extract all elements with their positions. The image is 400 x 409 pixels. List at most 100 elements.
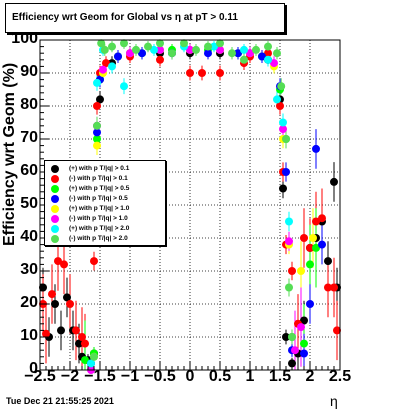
legend-entry: (+) with p T/|q| > 2.0 [45,224,165,234]
data-point [39,283,47,292]
timestamp: Tue Dec 21 21:55:25 2021 [6,396,114,406]
data-point [63,293,71,302]
data-point [108,42,116,51]
data-point [234,49,242,58]
data-point [210,42,218,51]
y-tick-label: 10 [20,327,38,344]
legend-entry: (+) with p T/|q| > 0.1 [45,164,165,174]
data-point [114,52,122,61]
legend-label: (-) with p T/|q| > 0.5 [69,195,128,202]
data-point [168,49,176,58]
data-point [216,39,224,48]
data-point [291,346,299,355]
data-point [198,69,206,77]
data-point [264,49,272,58]
data-point [204,49,212,58]
data-point [132,45,140,54]
data-point [93,128,101,137]
data-point [312,217,320,226]
data-point [126,49,134,58]
data-point [156,39,164,48]
x-tick-label: 1.5 [268,368,292,385]
data-points [39,39,341,374]
data-point [216,69,224,77]
data-point [90,352,98,361]
x-tick-label: −0.5 [144,368,176,385]
legend: (+) with p T/|q| > 0.1 (-) with p T/|q| >… [44,160,166,246]
data-point [324,283,332,292]
data-point [156,55,164,64]
chart-title: Efficiency wrt Geom for Global vs η at p… [12,12,238,23]
data-point [277,82,286,91]
data-point [96,95,104,104]
x-tick-label: −1.5 [84,368,116,385]
y-tick-label: 70 [20,129,38,146]
data-point [75,339,83,348]
data-point [81,339,89,348]
data-point [60,260,68,269]
data-point [246,49,254,58]
legend-marker [51,235,59,243]
data-point [72,326,80,335]
data-point [279,125,287,134]
data-point [288,359,296,368]
data-point [51,300,59,308]
data-point [306,243,314,252]
y-tick-label: 30 [20,261,38,278]
x-tick-label: 1 [245,368,255,385]
data-point [258,52,266,61]
legend-label: (-) with p T/|q| > 1.0 [69,215,128,222]
data-point [93,121,101,130]
y-tick-label: 90 [20,63,38,80]
data-point [312,144,320,153]
legend-label: (+) with p T/|q| > 1.0 [69,205,130,212]
data-point [285,283,293,292]
data-point [240,55,248,64]
legend-entry: (+) with p T/|q| > 0.5 [45,184,165,194]
data-point [324,257,332,266]
legend-marker [51,175,59,183]
data-point [150,45,158,54]
data-point [282,168,290,176]
legend-label: (-) with p T/|q| > 0.1 [69,175,128,182]
data-point [192,45,200,54]
legend-marker [51,205,59,213]
legend-entry: (-) with p T/|q| > 0.1 [45,174,165,184]
data-point [180,39,188,48]
legend-marker [51,225,59,233]
data-point [120,82,128,91]
data-point [186,69,194,77]
legend-marker [51,195,59,203]
x-tick-label: −1 [120,368,140,385]
data-point [282,135,290,143]
data-point [252,45,260,54]
legend-marker [51,165,59,173]
data-point [264,55,272,64]
data-point [93,135,101,143]
data-point [216,45,224,54]
data-point [97,39,106,48]
data-point [330,177,338,186]
x-tick-label: −2 [60,368,80,385]
data-point [90,257,98,266]
legend-marker [51,185,59,193]
legend-marker [51,215,59,223]
data-point [300,349,308,358]
data-point [93,78,101,87]
data-point [273,49,281,58]
data-point [87,359,95,368]
data-point [279,184,287,193]
data-point [270,59,278,68]
y-tick-label: 20 [20,294,38,311]
data-point [93,141,101,150]
legend-entry: (+) with p T/|q| > 1.0 [45,204,165,214]
data-point [330,283,338,292]
y-tick-label: 100 [11,30,38,47]
data-point [318,240,326,249]
data-point [54,257,62,266]
data-point [120,39,128,48]
data-point [318,214,326,223]
data-point [333,326,341,335]
data-point [309,234,317,242]
